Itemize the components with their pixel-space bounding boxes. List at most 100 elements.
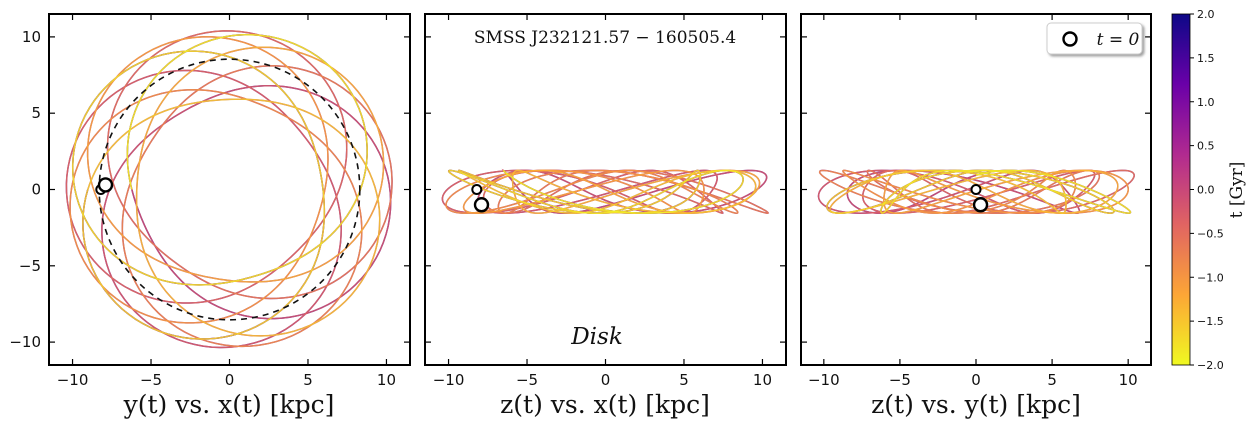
legend-marker-icon xyxy=(1062,31,1078,47)
orbit-segment xyxy=(226,92,319,140)
orbit-segment xyxy=(247,85,321,159)
orbit-segment xyxy=(317,138,363,263)
start-position-marker xyxy=(972,197,989,213)
orbit-segment xyxy=(498,169,634,200)
orbit-segment xyxy=(646,169,735,201)
orbit-segment xyxy=(842,169,890,186)
x-tick-label: −10 xyxy=(433,371,465,389)
orbit-segment xyxy=(65,87,124,235)
orbit-segment xyxy=(441,170,499,211)
orbit-segment xyxy=(346,123,393,274)
colorbar-tick-label: −0.5 xyxy=(1197,227,1224,240)
y-tick-label: 0 xyxy=(31,181,41,199)
orbit-segment xyxy=(601,169,734,209)
colorbar-tick-label: −1.5 xyxy=(1197,315,1224,328)
orbit-segment xyxy=(351,83,385,235)
ticks-yz: −10 −5 0 5 10 xyxy=(801,14,1151,389)
orbit-segment xyxy=(146,73,227,148)
orbit-segment xyxy=(576,176,681,214)
orbit-xy xyxy=(65,30,393,349)
orbit-segment xyxy=(154,275,286,337)
orbit-segment xyxy=(663,169,743,193)
orbit-segment xyxy=(98,101,201,166)
orbit-segment xyxy=(1053,176,1067,214)
orbit-segment xyxy=(852,172,963,213)
orbit-segment xyxy=(321,167,392,309)
orbit-segment xyxy=(1063,169,1135,184)
colorbar-tick-label: 2.0 xyxy=(1197,8,1215,21)
ticks-xy: −10 −5 0 5 10 10 5 0 −5 −10 xyxy=(9,14,410,389)
y-tick-label: 10 xyxy=(22,28,41,46)
orbit-segment xyxy=(142,233,228,292)
x-tick-label: 5 xyxy=(303,371,313,389)
orbit-segment xyxy=(975,169,1096,192)
orbit-segment xyxy=(279,182,364,269)
orbit-segment xyxy=(445,184,481,214)
orbit-segment xyxy=(72,174,165,282)
orbit-segment xyxy=(136,206,196,294)
orbit-segment xyxy=(116,30,257,103)
orbit-segment xyxy=(698,169,768,187)
orbit-segment xyxy=(161,85,259,126)
orbit-segment xyxy=(323,166,342,290)
panel-xy: −10 −5 0 5 10 10 5 0 −5 −10 y(t) vs. x(t) [kpc] xyxy=(9,13,411,419)
x-tick-label: 0 xyxy=(601,371,611,389)
sun-position-marker xyxy=(970,184,982,195)
y-tick-label: −5 xyxy=(19,257,41,275)
orbit-segment xyxy=(883,169,912,198)
orbit-segment xyxy=(164,270,272,286)
markers-xz xyxy=(471,184,490,213)
orbit-segment xyxy=(245,233,360,283)
orbit-segment xyxy=(138,63,202,164)
orbit-segment xyxy=(990,169,1113,208)
colorbar-tick-label: 1.5 xyxy=(1197,52,1215,65)
orbit-segment xyxy=(82,189,151,329)
orbit-segment xyxy=(146,253,246,283)
panel-xz: −10 −5 0 5 10 SMSS J232121.57 − 160505.4 Dis… xyxy=(424,13,787,419)
orbit-xz xyxy=(441,168,770,214)
orbit-segment xyxy=(124,255,242,348)
orbit-segment xyxy=(122,69,258,93)
orbit-segment xyxy=(150,294,298,340)
x-tick-label: −10 xyxy=(57,371,89,389)
colorbar-tick-label: 1.0 xyxy=(1197,96,1215,109)
colorbar: 2.0 1.5 1.0 0.5 0.0 −0.5 −1.0 −1.5 −2.0 t [Gyr] xyxy=(1171,8,1247,372)
orbit-segment xyxy=(88,36,211,135)
orbit-segment xyxy=(225,262,358,348)
orbit-segment xyxy=(1058,193,1115,214)
orbit-segment xyxy=(296,185,326,295)
orbit-segment xyxy=(818,170,904,209)
x-tick-label: 5 xyxy=(1047,371,1057,389)
orbit-segment xyxy=(200,98,305,112)
orbit-segment xyxy=(111,30,242,116)
sun-position-marker xyxy=(471,184,483,195)
orbit-segment xyxy=(277,202,326,314)
markers-xy xyxy=(95,177,114,195)
xlabel-xz: z(t) vs. x(t) [kpc] xyxy=(500,390,710,419)
x-tick-label: 0 xyxy=(971,371,981,389)
orbit-segment xyxy=(203,248,300,303)
orbit-segment xyxy=(670,169,701,195)
orbit-segment xyxy=(522,169,623,198)
ticks-xz: −10 −5 0 5 10 xyxy=(425,14,786,389)
orbit-segment xyxy=(1000,179,1064,214)
orbit-segment xyxy=(270,195,359,272)
orbit-segment xyxy=(1039,173,1077,213)
orbit-segment xyxy=(301,46,368,184)
legend: t = 0 xyxy=(1046,22,1143,55)
orbit-segment xyxy=(86,133,147,255)
orbit-segment xyxy=(304,110,381,226)
orbit-segment xyxy=(269,84,386,168)
legend-label: t = 0 xyxy=(1097,30,1140,50)
orbit-segment xyxy=(270,225,381,337)
orbit-segment xyxy=(75,233,205,304)
orbit-segment xyxy=(238,227,315,314)
x-tick-label: −5 xyxy=(516,371,538,389)
orbit-segment xyxy=(122,243,226,346)
start-position-marker xyxy=(473,197,490,213)
orbit-segment xyxy=(287,170,367,265)
orbit-segment xyxy=(103,89,228,127)
orbit-segment xyxy=(210,36,324,124)
orbit-segment xyxy=(256,33,348,150)
colorbar-tick-label: 0.5 xyxy=(1197,140,1215,153)
